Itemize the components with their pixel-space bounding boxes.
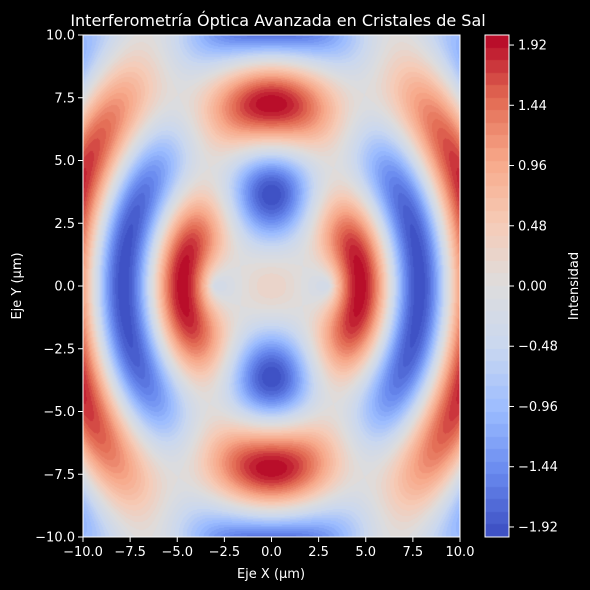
heatmap-plot-area	[83, 35, 460, 537]
colorbar	[485, 35, 509, 537]
colorbar-tick-label: 0.00	[518, 280, 547, 295]
colorbar-tick-label: −1.92	[518, 520, 558, 535]
colorbar-tick-label: −0.96	[518, 400, 558, 415]
heatmap-canvas	[83, 35, 460, 537]
x-axis-label: Eje X (µm)	[237, 567, 305, 582]
colorbar-tick-label: 0.48	[518, 219, 547, 234]
x-tick-label: −10.0	[63, 545, 103, 560]
y-axis-label: Eje Y (µm)	[10, 252, 25, 319]
colorbar-label: Intensidad	[567, 252, 582, 320]
y-axis-ticks: 10.0 7.5 5.0 2.5 0.0 −2.5 −5.0 −7.5 −10.0	[35, 29, 83, 546]
colorbar-tick-label: 1.44	[518, 99, 547, 114]
y-tick-label: 0.0	[54, 280, 75, 295]
y-tick-label: 7.5	[54, 91, 75, 106]
chart-title: Interferometría Óptica Avanzada en Crist…	[70, 11, 485, 30]
y-tick-label: −7.5	[43, 468, 75, 483]
colorbar-tick-label: 0.96	[518, 159, 547, 174]
y-tick-label: −2.5	[43, 342, 75, 357]
y-tick-label: 10.0	[46, 29, 75, 44]
x-tick-label: 2.5	[308, 545, 329, 560]
y-tick-label: 2.5	[54, 217, 75, 232]
colorbar-gradient	[485, 35, 509, 537]
y-tick-label: −10.0	[35, 531, 75, 546]
x-tick-label: −5.0	[161, 545, 193, 560]
y-tick-label: −5.0	[43, 405, 75, 420]
x-tick-label: 10.0	[446, 545, 475, 560]
x-tick-label: 0.0	[261, 545, 282, 560]
colorbar-tick-label: 1.92	[518, 39, 547, 54]
x-tick-label: −2.5	[209, 545, 241, 560]
colorbar-tick-label: −0.48	[518, 340, 558, 355]
x-axis-ticks: −10.0 −7.5 −5.0 −2.5 0.0 2.5 5.0 7.5 10.0	[63, 537, 474, 560]
colorbar-ticks: 1.92 1.44 0.96 0.48 0.00 −0.48 −0.96 −1.44 −1.92	[509, 39, 558, 535]
colorbar-tick-label: −1.44	[518, 460, 558, 475]
x-tick-label: 5.0	[355, 545, 376, 560]
x-tick-label: 7.5	[403, 545, 424, 560]
x-tick-label: −7.5	[114, 545, 146, 560]
y-tick-label: 5.0	[54, 154, 75, 169]
